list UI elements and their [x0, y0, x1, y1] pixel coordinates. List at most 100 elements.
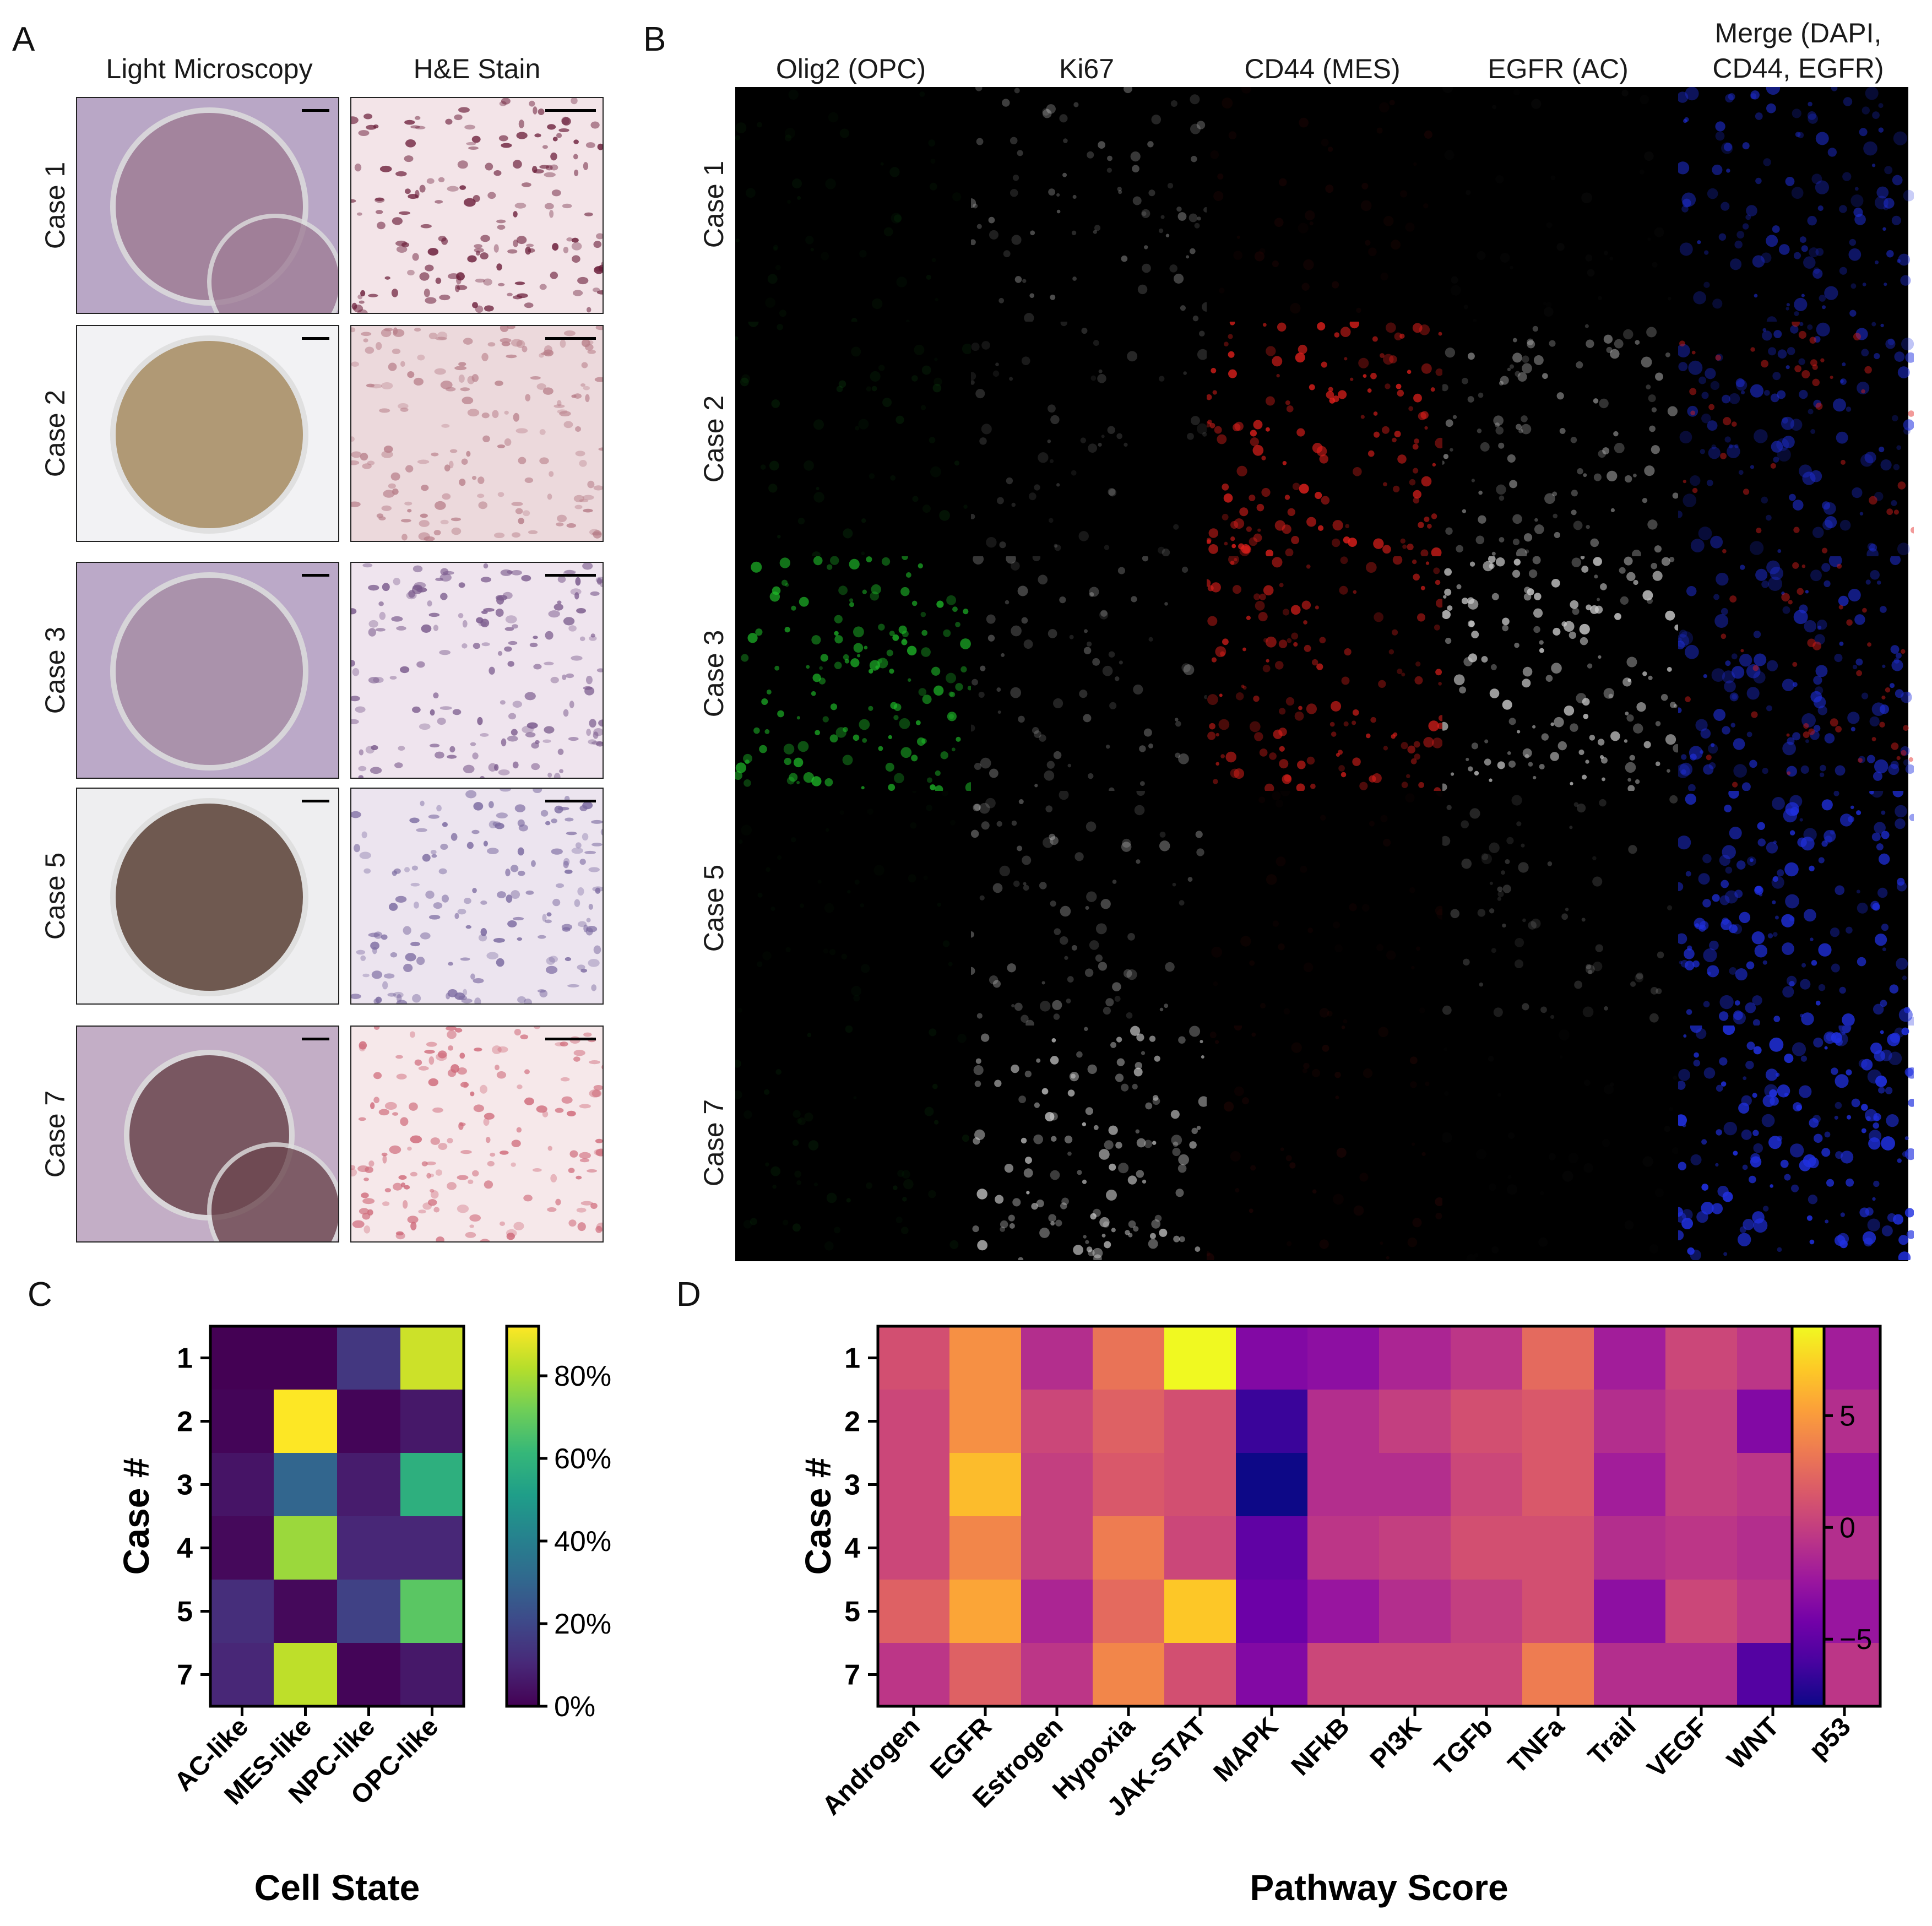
heatmap-cell	[1307, 1516, 1380, 1580]
heatmap-cell	[1307, 1580, 1380, 1643]
heatmap-cell	[1451, 1643, 1523, 1707]
heatmap-cell	[1093, 1580, 1165, 1643]
heatmap-cell	[1522, 1453, 1594, 1517]
panel-a-row-label: Case 1	[40, 161, 70, 249]
colorbar-tick-label: 60%	[554, 1443, 611, 1475]
heatmap-cell	[878, 1326, 950, 1390]
heatmap-cell	[1379, 1516, 1451, 1580]
heatmap-cell	[337, 1516, 401, 1580]
heatmap-cell	[1164, 1643, 1236, 1707]
column-header-ki67: Ki67	[1059, 53, 1115, 84]
heatmap-cell	[949, 1453, 1022, 1517]
egfr-image	[1442, 322, 1678, 556]
heatmap-cell	[949, 1390, 1022, 1453]
heatmap-cell	[1307, 1453, 1380, 1517]
heatmap-cell	[1021, 1453, 1093, 1517]
heatmap-cell	[274, 1326, 338, 1390]
heatmap-cell	[878, 1580, 950, 1643]
heatmap-cell	[1665, 1516, 1738, 1580]
heatmap-cell	[210, 1580, 274, 1643]
heatmap-cell	[878, 1390, 950, 1453]
y-tick-label: 2	[844, 1406, 860, 1438]
heatmap-cell	[1665, 1453, 1738, 1517]
panel-b-row-label: Case 7	[698, 1099, 729, 1187]
heatmap-cell	[1093, 1516, 1165, 1580]
merge-image	[1678, 1026, 1914, 1260]
heatmap-cell	[210, 1643, 274, 1707]
heatmap-cell	[1379, 1390, 1451, 1453]
heatmap-frame	[209, 1325, 465, 1708]
colorbar-tick-label: 0	[1839, 1512, 1855, 1544]
if-image-background	[735, 87, 1908, 1261]
heatmap-cell	[1665, 1580, 1738, 1643]
x-tick-label: NFkB	[1286, 1712, 1355, 1781]
heatmap-cell	[1594, 1580, 1666, 1643]
heatmap-frame	[876, 1325, 1882, 1708]
heatmap-cell	[1236, 1390, 1308, 1453]
heatmap-cell	[1379, 1453, 1451, 1517]
heatmap-cell	[274, 1453, 338, 1517]
panel-label-c: C	[28, 1276, 52, 1314]
heatmap-cell	[1307, 1326, 1380, 1390]
x-tick-label: MAPK	[1208, 1712, 1284, 1788]
panel-label-a: A	[12, 20, 35, 58]
heatmap-cell	[1236, 1326, 1308, 1390]
column-header-olig2: Olig2 (OPC)	[775, 53, 926, 84]
colorbar-tick-label: −5	[1839, 1624, 1872, 1656]
y-axis-title: Case #	[116, 1458, 156, 1575]
heatmap-cell	[210, 1390, 274, 1453]
y-tick-label: 7	[844, 1659, 860, 1691]
x-axis-title: Cell State	[254, 1867, 420, 1908]
heatmap-cell	[210, 1516, 274, 1580]
heatmap-cell	[337, 1390, 401, 1453]
x-tick-label: Trail	[1582, 1712, 1641, 1771]
heatmap-cell	[1665, 1643, 1738, 1707]
heatmap-cell	[1093, 1453, 1165, 1517]
heatmap-cell	[274, 1390, 338, 1453]
he-stain-image	[350, 562, 604, 779]
heatmap-cell	[949, 1643, 1022, 1707]
panel-b-row-label: Case 2	[698, 395, 729, 483]
heatmap-cell	[400, 1516, 464, 1580]
heatmap-cell	[1379, 1643, 1451, 1707]
heatmap-cell	[1665, 1390, 1738, 1453]
merge-image	[1678, 322, 1914, 556]
column-header-egfr: EGFR (AC)	[1488, 53, 1629, 84]
he-stain-image	[350, 1026, 604, 1243]
panel-a-row-label: Case 7	[40, 1090, 70, 1178]
colorbar	[1790, 1325, 1826, 1708]
olig2-image	[735, 87, 971, 322]
light-microscopy-image	[76, 325, 339, 542]
y-tick-label: 5	[844, 1596, 860, 1628]
scale-bar	[545, 337, 596, 340]
heatmap-cell	[400, 1390, 464, 1453]
scale-bar	[302, 109, 329, 112]
heatmap-cell	[1164, 1516, 1236, 1580]
scale-bar	[545, 109, 596, 112]
heatmap-cell	[1594, 1390, 1666, 1453]
heatmap-cell	[1164, 1326, 1236, 1390]
heatmap-cell	[1522, 1390, 1594, 1453]
scale-bar	[302, 337, 329, 340]
heatmap-cell	[274, 1516, 338, 1580]
heatmap-cell	[400, 1580, 464, 1643]
heatmap-cell	[1021, 1580, 1093, 1643]
heatmap-cell	[1379, 1580, 1451, 1643]
light-microscopy-image	[76, 97, 339, 314]
y-tick-label: 7	[177, 1659, 193, 1691]
colorbar	[505, 1325, 540, 1708]
ki67-image	[971, 791, 1207, 1026]
heatmap-cell	[878, 1453, 950, 1517]
panel-label-b: B	[643, 20, 666, 58]
scale-bar	[302, 800, 329, 802]
egfr-image	[1442, 1026, 1678, 1260]
panel-b-row-label: Case 3	[698, 630, 729, 718]
heatmap-cell	[1021, 1643, 1093, 1707]
heatmap-cell	[1594, 1453, 1666, 1517]
heatmap-cell	[337, 1643, 401, 1707]
column-header-cd44: CD44 (MES)	[1244, 53, 1401, 84]
heatmap-cell	[949, 1516, 1022, 1580]
ki67-image	[971, 322, 1207, 556]
heatmap-cell	[949, 1580, 1022, 1643]
heatmap-cell	[1093, 1390, 1165, 1453]
